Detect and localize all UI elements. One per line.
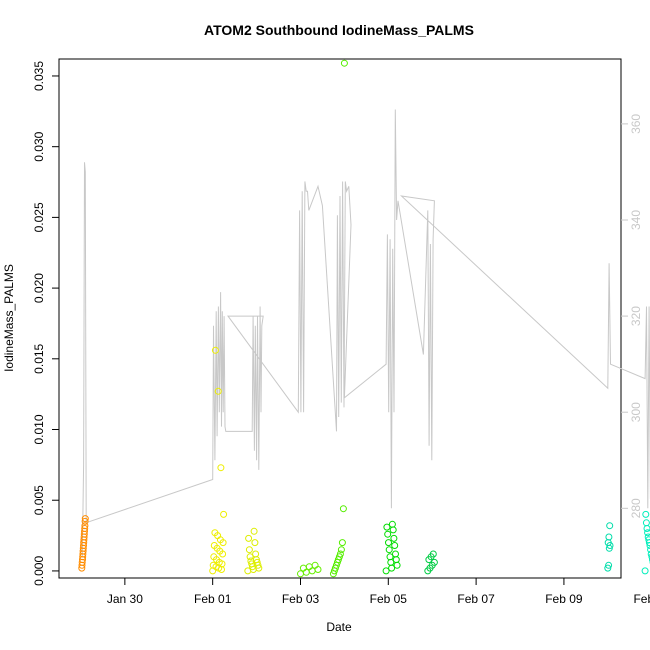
- data-point: [391, 542, 399, 549]
- y-tick-label: 0.015: [32, 343, 46, 373]
- y-axis: 0.000 0.005 0.010 0.015 0.020 0.025 0.030 0.035: [32, 61, 59, 586]
- data-point: [245, 534, 253, 542]
- data-point: [211, 346, 219, 354]
- y-tick-label: 0.010: [32, 414, 46, 444]
- x-tick-label: Jan 30: [107, 592, 143, 606]
- x-tick-label: Feb 03: [282, 592, 320, 606]
- y-tick-label: 0.030: [32, 131, 46, 161]
- data-point: [389, 526, 397, 534]
- data-point: [251, 539, 259, 547]
- data-point: [299, 564, 307, 572]
- data-point: [641, 567, 649, 575]
- data-point: [385, 539, 392, 547]
- y-axis-label: IodineMass_PALMS: [2, 264, 16, 372]
- data-point: [81, 517, 89, 525]
- data-point: [209, 567, 217, 575]
- data-point: [647, 546, 650, 554]
- data-point: [385, 546, 393, 554]
- data-point: [390, 534, 398, 542]
- data-point: [338, 539, 346, 547]
- data-points: [78, 59, 650, 578]
- x-axis: Jan 30 Feb 01 Feb 03 Feb 05 Feb 07 Feb 09 Feb …: [107, 578, 650, 606]
- y2-tick-label: 360: [629, 114, 643, 134]
- data-point: [311, 561, 319, 569]
- data-point: [308, 567, 316, 575]
- data-point: [250, 527, 258, 535]
- y-tick-label: 0.005: [32, 485, 46, 515]
- data-point: [214, 387, 222, 395]
- data-point: [605, 533, 613, 541]
- y-tick-label: 0.000: [32, 556, 46, 586]
- data-point: [382, 567, 390, 575]
- data-point: [305, 563, 313, 571]
- data-point: [642, 510, 650, 518]
- data-point: [386, 553, 394, 561]
- data-point: [210, 553, 218, 561]
- plot-area-border: [58, 58, 622, 579]
- x-tick-label: Feb 09: [545, 592, 583, 606]
- data-point: [81, 522, 89, 530]
- data-point: [384, 530, 392, 538]
- data-point: [252, 550, 260, 558]
- data-point: [606, 522, 614, 530]
- data-point: [217, 464, 225, 472]
- data-point: [646, 542, 650, 549]
- data-point: [314, 566, 322, 573]
- data-point: [246, 553, 254, 561]
- data-point: [339, 505, 347, 513]
- data-point: [302, 568, 310, 576]
- altitude-series-line: [81, 109, 650, 557]
- y2-axis: 280 300 320 340 360: [621, 114, 643, 518]
- y2-tick-label: 320: [629, 306, 643, 326]
- data-point: [220, 510, 228, 518]
- x-tick-label: Feb 01: [194, 592, 232, 606]
- data-point: [642, 519, 650, 527]
- data-point: [645, 536, 650, 544]
- data-point: [211, 529, 219, 537]
- data-point: [605, 561, 613, 569]
- data-point: [644, 533, 650, 541]
- data-point: [297, 570, 304, 578]
- data-point: [245, 546, 253, 554]
- data-point: [388, 520, 396, 528]
- y-tick-label: 0.020: [32, 273, 46, 303]
- x-axis-label: Date: [326, 620, 352, 634]
- data-point: [337, 546, 345, 554]
- data-point: [383, 523, 391, 531]
- x-tick-label: Feb 07: [457, 592, 495, 606]
- x-tick-label: Feb 05: [370, 592, 408, 606]
- data-point: [429, 550, 437, 558]
- data-point: [210, 542, 218, 549]
- data-point: [340, 59, 348, 67]
- y-tick-label: 0.035: [32, 61, 46, 91]
- altitude-line: [81, 109, 650, 557]
- data-point: [253, 558, 261, 566]
- data-point: [392, 556, 400, 564]
- data-point: [81, 515, 89, 523]
- data-point: [209, 561, 217, 569]
- data-point: [644, 529, 650, 537]
- data-point: [393, 561, 401, 569]
- data-point: [81, 525, 89, 532]
- x-tick-label: Feb 11: [633, 592, 650, 606]
- data-point: [336, 550, 344, 558]
- data-point: [643, 525, 650, 532]
- data-point: [392, 550, 399, 558]
- y2-tick-label: 300: [629, 402, 643, 422]
- data-point: [430, 558, 438, 566]
- data-point: [647, 550, 650, 558]
- chart-title: ATOM2 Southbound IodineMass_PALMS: [204, 22, 474, 38]
- data-point: [604, 564, 612, 572]
- y2-tick-label: 280: [629, 498, 643, 518]
- y-tick-label: 0.025: [32, 202, 46, 232]
- data-point: [648, 553, 650, 560]
- y2-tick-label: 340: [629, 210, 643, 230]
